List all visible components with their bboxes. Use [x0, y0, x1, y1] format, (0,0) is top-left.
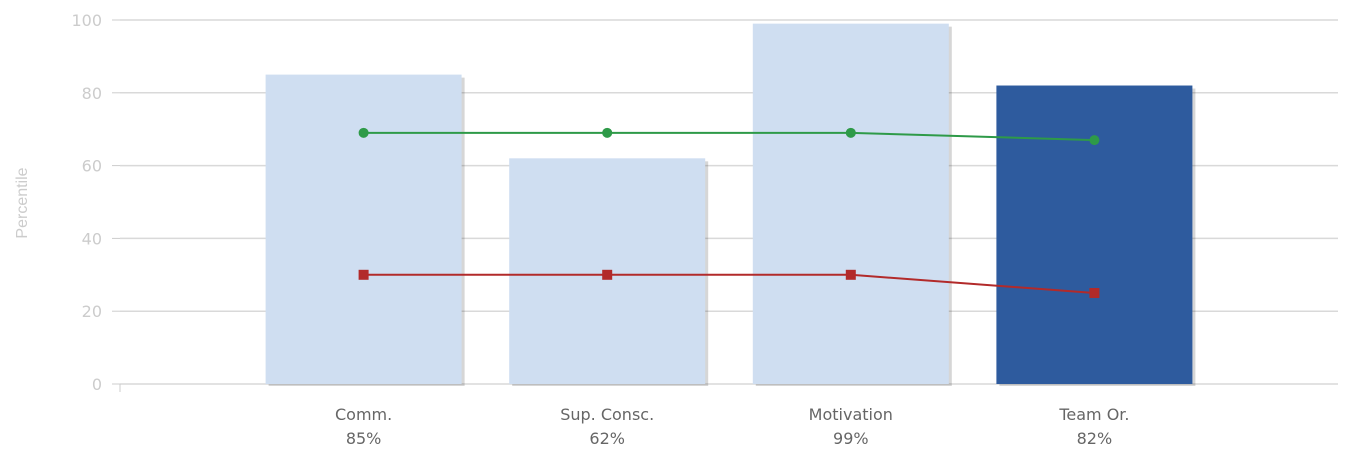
- series-0-marker: [845, 127, 856, 138]
- bar-0: [265, 74, 462, 384]
- series-1-marker: [1089, 288, 1100, 298]
- y-tick-labels: 0 20 40 60 80 100: [71, 11, 102, 394]
- y-tick-label: 80: [82, 84, 102, 103]
- y-tick-label: 100: [71, 11, 102, 30]
- bar-2: [752, 23, 949, 384]
- y-tick-label: 40: [82, 229, 102, 248]
- category-value-label: 82%: [1077, 429, 1113, 448]
- y-tick-label: 20: [82, 302, 102, 321]
- category-label: Motivation: [809, 405, 893, 424]
- category-value-label: 99%: [833, 429, 869, 448]
- bar-3: [996, 85, 1193, 385]
- category-value-label: 85%: [346, 429, 382, 448]
- category-value-label: 62%: [589, 429, 625, 448]
- series-1-marker: [845, 269, 856, 280]
- series-0-marker: [1089, 135, 1100, 146]
- series-lines: [358, 127, 1100, 298]
- series-0-marker: [358, 127, 369, 138]
- series-line-0: [363, 131, 1095, 142]
- x-tick-labels: Comm. 85% Sup. Consc. 62% Motivation 99% Team …: [335, 405, 1129, 448]
- bars: [265, 23, 1196, 387]
- y-axis-label: Percentile: [14, 167, 31, 238]
- series-0-marker: [602, 127, 613, 138]
- category-label: Sup. Consc.: [560, 405, 654, 424]
- series-line-1: [363, 273, 1095, 294]
- category-label: Comm.: [335, 405, 392, 424]
- y-tick-label: 60: [82, 157, 102, 176]
- category-label: Team Or.: [1058, 405, 1129, 424]
- y-tick-label: 0: [92, 375, 102, 394]
- series-1-marker: [358, 269, 369, 280]
- series-1-marker: [602, 269, 613, 280]
